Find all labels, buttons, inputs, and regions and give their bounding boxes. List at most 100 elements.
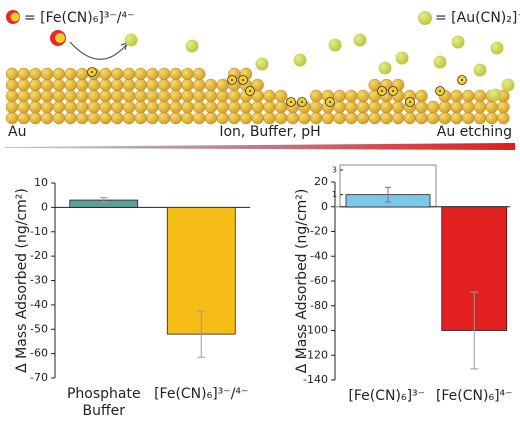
gold-atom [345, 111, 358, 125]
condition-label: Ion, Buffer, pH [219, 124, 320, 140]
y-tick-label: -60 [30, 347, 48, 360]
gold-atom [415, 89, 428, 103]
gold-atom [368, 100, 381, 114]
x-tick-label: Phosphate Buffer [66, 386, 141, 419]
gold-atom [157, 78, 171, 92]
y-tick-label: 0 [321, 200, 328, 213]
gold-atom [157, 100, 171, 114]
gold-atom [52, 78, 65, 92]
gold-atom [438, 100, 452, 114]
dissolved-complex [378, 61, 392, 75]
au-label: Au [8, 124, 26, 140]
gold-atom [29, 78, 42, 92]
dissolved-complex [433, 55, 447, 69]
gold-atom [99, 100, 112, 114]
gold-atom [356, 100, 370, 114]
gold-atom [5, 67, 19, 81]
y-tick-label: -20 [310, 225, 328, 238]
gold-atom [169, 78, 183, 92]
y-tick-label: -80 [310, 299, 328, 312]
gold-atom [450, 89, 463, 103]
gold-atom [40, 67, 54, 81]
gold-atom [99, 89, 112, 103]
gold-atom [5, 100, 19, 114]
gold-atom [64, 111, 77, 125]
gold-atom [40, 78, 54, 92]
gold-atom [473, 100, 487, 114]
gold-atom [75, 100, 89, 114]
gold-atom [17, 111, 30, 125]
gold-atom [462, 111, 475, 125]
gold-atom [403, 111, 416, 125]
gold-atom [17, 100, 30, 114]
gold-atom [485, 100, 498, 114]
gold-atom [146, 78, 159, 92]
gold-atom [134, 89, 147, 103]
gold-atom [274, 100, 288, 114]
gold-atom [356, 111, 370, 125]
gold-atom [17, 67, 30, 81]
gold-atom [204, 111, 218, 125]
gold-atom [427, 111, 440, 125]
gold-atom [181, 67, 194, 81]
ion-dot [392, 90, 394, 92]
error-bar [470, 291, 479, 370]
gold-atom [64, 100, 77, 114]
gold-atom [192, 78, 206, 92]
gold-atom [64, 89, 77, 103]
fe-ion-core [55, 33, 65, 43]
au-legend: = [Au(CN)₂]⁻ [435, 10, 520, 26]
gold-atom [192, 89, 206, 103]
gold-atom [192, 111, 206, 125]
ion-dot [91, 71, 93, 73]
dissolved-complex [124, 33, 138, 47]
gold-atom [462, 89, 475, 103]
gold-atom [427, 100, 440, 114]
gold-atom [134, 100, 147, 114]
gold-atom [263, 111, 276, 125]
dissolved-complex [488, 88, 502, 102]
gold-atom [216, 111, 229, 125]
gold-atom [216, 89, 229, 103]
gold-atom [216, 100, 229, 114]
gold-atom [251, 78, 264, 92]
gold-atom [450, 100, 463, 114]
gold-atom [146, 100, 159, 114]
dissolved-complex [353, 33, 367, 47]
gold-atom [391, 111, 405, 125]
gold-atom [157, 67, 171, 81]
gradient-bar [5, 143, 515, 150]
y-tick-label: 10 [34, 176, 48, 189]
gold-atom [333, 111, 346, 125]
gold-atom [204, 100, 218, 114]
ion-dot [242, 79, 244, 81]
x-tick-label: [Fe(CN)₆]⁴⁻ [435, 388, 513, 404]
dissolved-complex [293, 53, 307, 67]
ion-dot [409, 101, 411, 103]
gold-atom [99, 111, 112, 125]
gold-atom [122, 89, 136, 103]
gold-atom [75, 111, 89, 125]
gold-atom [204, 89, 218, 103]
gold-atom [391, 100, 405, 114]
gold-atom [380, 100, 393, 114]
gold-atom [228, 111, 241, 125]
gold-atom [274, 89, 288, 103]
gold-atom [169, 111, 183, 125]
dissolved-complex [501, 78, 515, 92]
y-tick-label: 20 [314, 175, 328, 188]
gold-atom [310, 111, 323, 125]
gold-atom [497, 111, 510, 125]
gold-atom [146, 89, 159, 103]
gold-atom [29, 67, 42, 81]
gold-atom [146, 67, 159, 81]
ion-dot [461, 79, 463, 81]
y-axis-label: Δ Mass Adsorbed (ng/cm²) [14, 188, 30, 373]
gold-atom [415, 100, 428, 114]
gold-atom [64, 67, 77, 81]
gold-atom [52, 100, 65, 114]
gold-atom [111, 111, 124, 125]
y-tick-label: -60 [310, 274, 328, 287]
gold-atom [228, 100, 241, 114]
gold-atom [345, 89, 358, 103]
